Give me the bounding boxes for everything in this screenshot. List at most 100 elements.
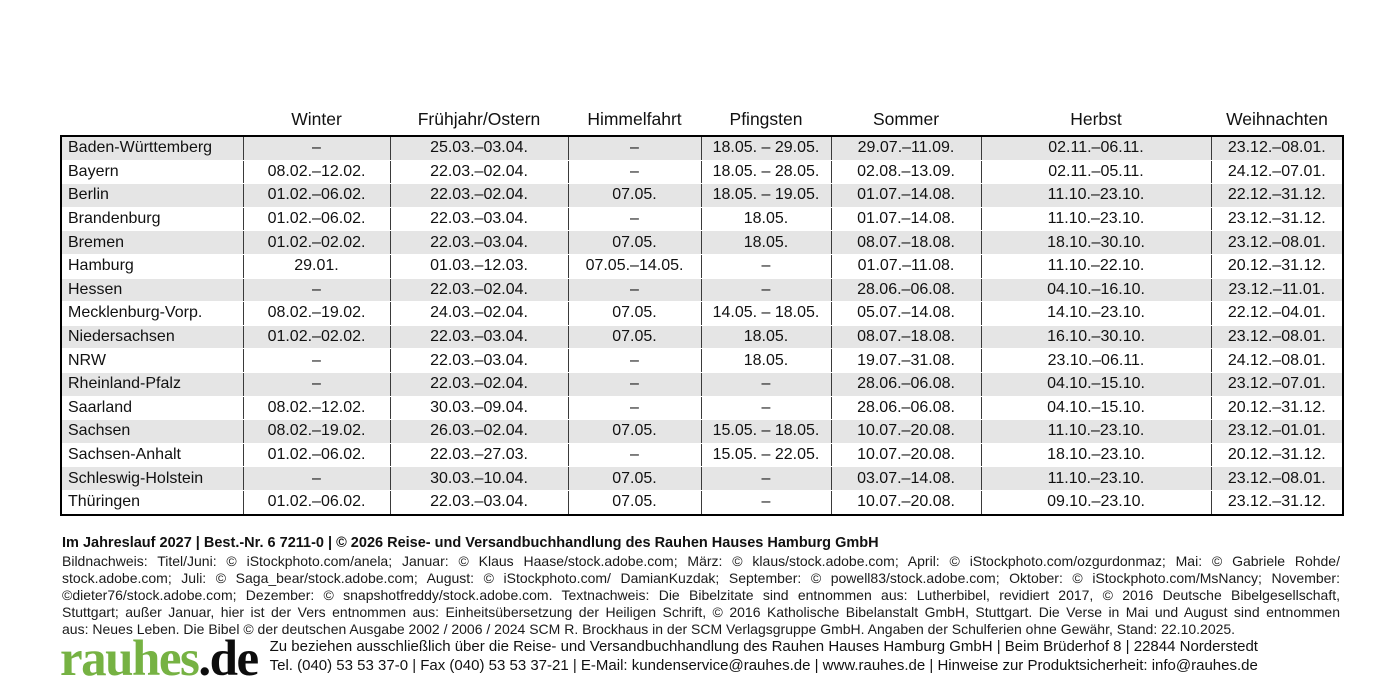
table-row: Schleswig-Holstein –30.03.–10.04. 07.05. –0… xyxy=(60,466,1344,491)
holiday-date-cell: 24.03.–02.04. xyxy=(389,301,569,326)
state-name-cell: Bayern xyxy=(60,160,244,185)
school-holidays-table: Winter Frühjahr/Ostern Himmelfahrt Pfingste… xyxy=(60,108,1344,516)
holiday-date-cell: 08.02.–12.02. xyxy=(242,396,391,421)
holiday-date-cell: 18.05. – 28.05. xyxy=(700,160,832,185)
table-row: Saarland 08.02.–12.02. 30.03.–09.04. – –28.0… xyxy=(60,396,1344,421)
holiday-date-cell: 11.10.–23.10. xyxy=(980,419,1212,444)
holiday-date-cell: 24.12.–08.01. xyxy=(1210,348,1344,373)
rauhes-de-logo: rauhes.de xyxy=(60,631,259,687)
credits-line: stock.adobe.com; Juli: © Saga_bear/stock… xyxy=(62,570,1340,586)
credits-paragraph: Bildnachweis: Titel/Juni: © iStockphoto.… xyxy=(62,553,1340,638)
holiday-date-cell: 15.05. – 18.05. xyxy=(700,419,832,444)
holiday-date-cell: 07.05. xyxy=(567,301,702,326)
table-row: Hessen –22.03.–02.04. – –28.06.–06.08. 04.10… xyxy=(60,278,1344,303)
holiday-date-cell: 10.07.–20.08. xyxy=(830,490,982,516)
holiday-date-cell: 28.06.–06.08. xyxy=(830,372,982,397)
holiday-date-cell: 19.07.–31.08. xyxy=(830,348,982,373)
holiday-date-cell: 01.07.–14.08. xyxy=(830,207,982,232)
holiday-date-cell: 01.02.–06.02. xyxy=(242,183,391,208)
state-name-cell: Niedersachsen xyxy=(60,325,244,350)
holiday-date-cell: 05.07.–14.08. xyxy=(830,301,982,326)
holiday-date-cell: 23.12.–11.01. xyxy=(1210,278,1344,303)
holiday-date-cell: 07.05.–14.05. xyxy=(567,254,702,279)
holiday-date-cell: 07.05. xyxy=(567,419,702,444)
holiday-date-cell: 07.05. xyxy=(567,230,702,255)
state-name-cell: Hamburg xyxy=(60,254,244,279)
holiday-date-cell: 04.10.–15.10. xyxy=(980,396,1212,421)
table-body: Baden-Württemberg –25.03.–03.04. –18.05. –… xyxy=(60,136,1344,516)
holiday-date-cell: 20.12.–31.12. xyxy=(1210,443,1344,468)
holiday-date-cell: 14.10.–23.10. xyxy=(980,301,1212,326)
holiday-date-cell: 18.10.–30.10. xyxy=(980,230,1212,255)
holiday-date-cell: 22.03.–02.04. xyxy=(389,372,569,397)
holiday-date-cell: – xyxy=(700,396,832,421)
holiday-date-cell: 22.12.–04.01. xyxy=(1210,301,1344,326)
holiday-date-cell: 24.12.–07.01. xyxy=(1210,160,1344,185)
holiday-date-cell: 07.05. xyxy=(567,325,702,350)
holiday-date-cell: – xyxy=(700,278,832,303)
column-header: Weihnachten xyxy=(1211,108,1343,136)
holiday-date-cell: – xyxy=(567,136,702,161)
holiday-date-cell: 22.03.–27.03. xyxy=(389,443,569,468)
state-name-cell: NRW xyxy=(60,348,244,373)
holiday-date-cell: 22.03.–03.04. xyxy=(389,348,569,373)
edition-info-line: Im Jahreslauf 2027 | Best.-Nr. 6 7211-0 … xyxy=(62,535,879,551)
holiday-date-cell: 02.08.–13.09. xyxy=(830,160,982,185)
table-row: Berlin 01.02.–06.02. 22.03.–02.04. 07.05. 18… xyxy=(60,183,1344,208)
holiday-date-cell: 22.03.–02.04. xyxy=(389,160,569,185)
contact-info: Zu beziehen ausschließlich über die Reis… xyxy=(270,635,1258,675)
holiday-date-cell: 07.05. xyxy=(567,490,702,516)
credits-line: Stuttgart; außer Januar, hier ist der Ve… xyxy=(62,604,1340,620)
state-name-cell: Sachsen-Anhalt xyxy=(60,443,244,468)
holiday-date-cell: 30.03.–10.04. xyxy=(389,466,569,491)
table-row: Rheinland-Pfalz –22.03.–02.04. – –28.06.–06… xyxy=(60,372,1344,397)
table-row: Sachsen 08.02.–19.02. 26.03.–02.04. 07.05. 1… xyxy=(60,419,1344,444)
holiday-date-cell: 22.03.–02.04. xyxy=(389,278,569,303)
holiday-date-cell: 01.02.–06.02. xyxy=(242,443,391,468)
holiday-date-cell: 23.10.–06.11. xyxy=(980,348,1212,373)
holiday-date-cell: 30.03.–09.04. xyxy=(389,396,569,421)
holiday-date-cell: 22.03.–03.04. xyxy=(389,230,569,255)
contact-line-address: Zu beziehen ausschließlich über die Reis… xyxy=(269,638,1258,655)
holiday-date-cell: 02.11.–05.11. xyxy=(980,160,1212,185)
holiday-date-cell: 04.10.–16.10. xyxy=(980,278,1212,303)
table-header-row: Winter Frühjahr/Ostern Himmelfahrt Pfingste… xyxy=(61,108,1343,136)
state-name-cell: Berlin xyxy=(60,183,244,208)
column-header: Pfingsten xyxy=(701,108,831,136)
column-header: Frühjahr/Ostern xyxy=(390,108,568,136)
holiday-date-cell: 23.12.–01.01. xyxy=(1210,419,1344,444)
contact-line-phone-email: Tel. (040) 53 53 37-0 | Fax (040) 53 53 … xyxy=(269,656,1258,674)
holiday-date-cell: 03.07.–14.08. xyxy=(830,466,982,491)
holiday-date-cell: 07.05. xyxy=(567,466,702,491)
holiday-date-cell: 22.03.–03.04. xyxy=(389,325,569,350)
holiday-date-cell: 11.10.–23.10. xyxy=(980,466,1212,491)
holiday-date-cell: – xyxy=(567,372,702,397)
holiday-date-cell: 23.12.–08.01. xyxy=(1210,230,1344,255)
holiday-date-cell: 11.10.–22.10. xyxy=(980,254,1212,279)
column-header: Winter xyxy=(243,108,390,136)
holiday-date-cell: 01.03.–12.03. xyxy=(389,254,569,279)
holiday-date-cell: – xyxy=(700,466,832,491)
holiday-date-cell: 18.05. – 19.05. xyxy=(700,183,832,208)
logo-black-text: .de xyxy=(198,631,259,687)
holiday-date-cell: – xyxy=(567,207,702,232)
holiday-date-cell: 18.05. xyxy=(700,325,832,350)
holiday-date-cell: 01.02.–06.02. xyxy=(242,207,391,232)
holiday-date-cell: – xyxy=(567,348,702,373)
holiday-date-cell: 29.01. xyxy=(242,254,391,279)
holiday-date-cell: 08.02.–12.02. xyxy=(242,160,391,185)
state-name-cell: Saarland xyxy=(60,396,244,421)
holiday-date-cell: – xyxy=(700,490,832,516)
state-name-cell: Bremen xyxy=(60,230,244,255)
holiday-date-cell: 08.02.–19.02. xyxy=(242,301,391,326)
holiday-date-cell: 23.12.–08.01. xyxy=(1210,325,1344,350)
holiday-date-cell: – xyxy=(567,443,702,468)
school-holidays-table-area: Winter Frühjahr/Ostern Himmelfahrt Pfingste… xyxy=(60,108,1344,516)
state-name-cell: Baden-Württemberg xyxy=(60,136,244,161)
table-row: Niedersachsen 01.02.–02.02. 22.03.–03.04. 0… xyxy=(60,325,1344,350)
state-name-cell: Sachsen xyxy=(60,419,244,444)
state-name-cell: Rheinland-Pfalz xyxy=(60,372,244,397)
holiday-date-cell: – xyxy=(700,254,832,279)
holiday-date-cell: 01.07.–14.08. xyxy=(830,183,982,208)
